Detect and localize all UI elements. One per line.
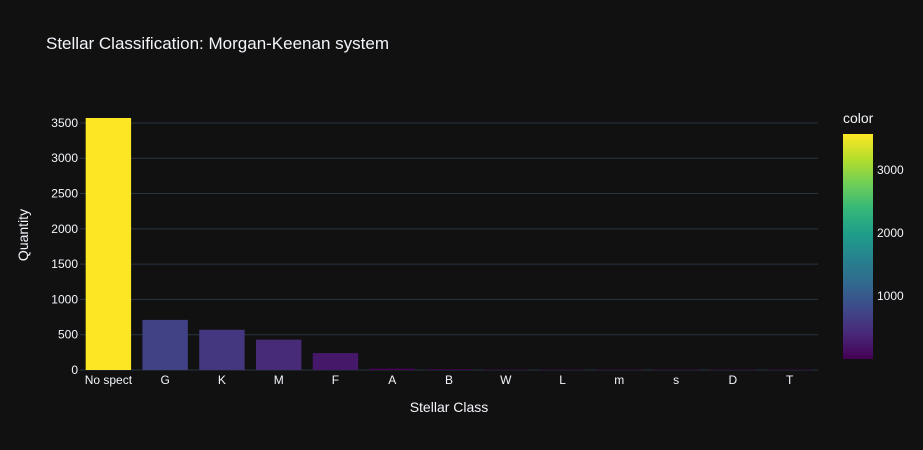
y-tick-label: 1500	[51, 257, 78, 271]
x-tick-label: W	[500, 373, 512, 387]
x-axis-label: Stellar Class	[410, 399, 489, 415]
x-tick-label: D	[729, 373, 738, 387]
colorbar-gradient	[843, 134, 873, 359]
bar	[426, 369, 472, 370]
bar	[85, 118, 132, 370]
colorbar-title: color	[843, 110, 874, 126]
bar	[255, 339, 302, 370]
grid	[80, 122, 818, 371]
colorbar-ticks: 1000 2000 3000	[877, 163, 904, 303]
bar	[199, 329, 245, 370]
bar	[539, 369, 586, 370]
y-tick-label: 3000	[51, 151, 78, 165]
bar	[653, 369, 699, 370]
bar	[766, 369, 813, 370]
colorbar: color 1000 2000 3000	[843, 110, 904, 359]
bars	[85, 118, 813, 370]
y-tick-label: 0	[71, 363, 78, 377]
colorbar-tick-label: 2000	[877, 226, 904, 240]
x-tick-label: s	[673, 373, 679, 387]
chart-title: Stellar Classification: Morgan-Keenan sy…	[46, 34, 389, 53]
x-tick-label: G	[160, 373, 169, 387]
x-tick-label: T	[786, 373, 794, 387]
x-tick-label: M	[274, 373, 284, 387]
x-tick-label: B	[445, 373, 453, 387]
x-tick-label: K	[218, 373, 226, 387]
x-tick-label: F	[332, 373, 339, 387]
bar	[312, 353, 359, 370]
colorbar-tick-label: 1000	[877, 289, 904, 303]
x-tick-label: m	[614, 373, 624, 387]
x-tick-label: A	[388, 373, 396, 387]
x-tick-label: L	[559, 373, 566, 387]
bar	[142, 319, 188, 370]
colorbar-tick-label: 3000	[877, 163, 904, 177]
bar	[483, 369, 529, 370]
y-ticks: 0 500 1000 1500 2000 2500 3000 3500	[51, 116, 78, 377]
y-tick-label: 1000	[51, 292, 78, 306]
y-tick-label: 500	[58, 328, 78, 342]
y-tick-label: 2000	[51, 222, 78, 236]
bar	[369, 368, 415, 370]
y-axis-label: Quantity	[15, 209, 31, 261]
y-tick-label: 2500	[51, 187, 78, 201]
bar	[596, 369, 643, 370]
x-tick-label: No spect	[85, 373, 133, 387]
y-tick-label: 3500	[51, 116, 78, 130]
bar	[710, 369, 756, 370]
